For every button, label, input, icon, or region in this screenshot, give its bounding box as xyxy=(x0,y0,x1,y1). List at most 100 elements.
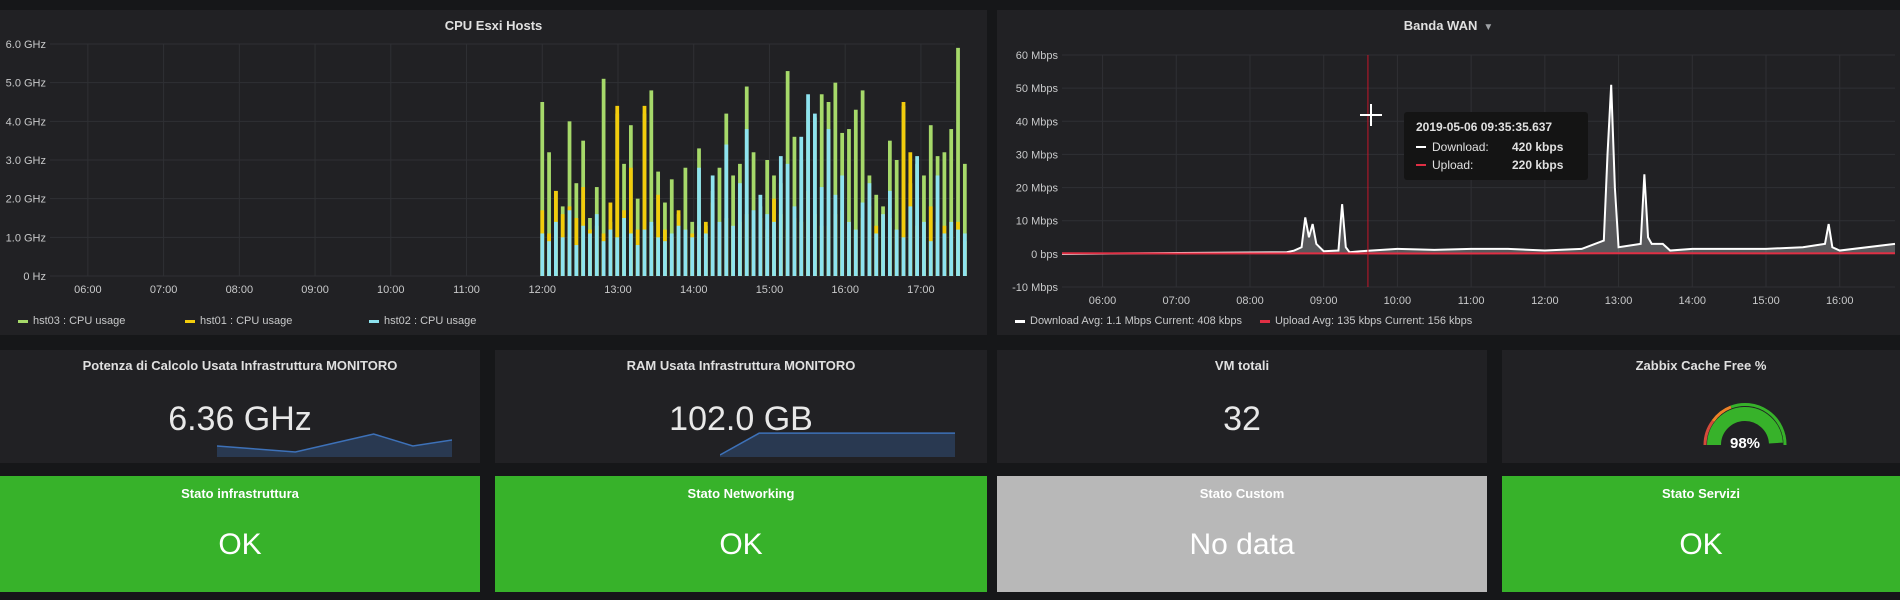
caret-down-icon[interactable]: ▼ xyxy=(1483,22,1494,33)
sparkline-line xyxy=(217,433,452,453)
x-tick-label: 15:00 xyxy=(756,284,784,296)
x-tick-label: 14:00 xyxy=(680,284,708,296)
legend-label: hst02 : CPU usage xyxy=(384,315,477,327)
bar-hst02 xyxy=(942,233,947,276)
bar-hst02 xyxy=(874,233,879,276)
y-tick-label: 4.0 GHz xyxy=(6,116,46,128)
sparkline-ram xyxy=(720,432,955,457)
legend-label: hst03 : CPU usage xyxy=(33,315,126,327)
bar-hst02 xyxy=(772,221,776,276)
bar-hst02 xyxy=(663,241,667,276)
y-tick-label: 50 Mbps xyxy=(1016,83,1059,95)
bar-hst02 xyxy=(615,237,620,276)
y-tick-label: 60 Mbps xyxy=(1016,50,1059,62)
gauge-threshold-arc-orange xyxy=(1711,405,1732,422)
bar-hst02 xyxy=(547,241,551,276)
bar-hst02 xyxy=(860,202,865,276)
y-tick-label: 40 Mbps xyxy=(1016,116,1059,128)
tooltip-value: 420 kbps xyxy=(1512,140,1564,154)
bar-hst03 xyxy=(853,109,858,276)
stat-title[interactable]: VM totali xyxy=(1214,358,1270,373)
stat-panel-zabbix-cache: Zabbix Cache Free % 98% xyxy=(1502,350,1900,463)
bar-hst02 xyxy=(881,214,885,276)
y-tick-label: -10 Mbps xyxy=(1012,282,1058,294)
legend-item-upload[interactable]: Upload Avg: 135 kbps Current: 156 kbps xyxy=(1259,315,1473,327)
bar-hst02 xyxy=(594,214,599,276)
x-tick-label: 09:00 xyxy=(1310,295,1338,307)
gauge-value: 98% xyxy=(1730,435,1760,452)
wan-chart[interactable]: -10 Mbps 0 bps 10 Mbps 20 Mbps 30 Mbps 40 Mbp… xyxy=(997,32,1900,322)
bar-hst02 xyxy=(901,237,906,276)
bar-hst02 xyxy=(656,237,661,276)
y-tick-label: 30 Mbps xyxy=(1016,149,1059,161)
bar-hst02 xyxy=(962,233,967,276)
status-panel-custom[interactable]: Stato Custom No data xyxy=(997,476,1487,592)
status-panel-infrastruttura[interactable]: Stato infrastruttura OK xyxy=(0,476,480,592)
status-panel-networking[interactable]: Stato Networking OK xyxy=(495,476,987,592)
cpu-chart[interactable]: 0 Hz 1.0 GHz 2.0 GHz 3.0 GHz 4.0 GHz 5.0 GHz 6… xyxy=(0,32,987,322)
legend-item-download[interactable]: Download Avg: 1.1 Mbps Current: 408 kbps xyxy=(1015,315,1242,327)
bar-hst03 xyxy=(547,152,551,276)
y-tick-label: 0 Hz xyxy=(23,271,46,283)
status-title: Stato Networking xyxy=(687,486,795,501)
bar-hst02 xyxy=(560,237,565,276)
x-tick-label: 06:00 xyxy=(74,284,102,296)
bar-hst02 xyxy=(935,175,940,276)
status-panel-servizi[interactable]: Stato Servizi OK xyxy=(1502,476,1900,592)
x-tick-label: 11:00 xyxy=(1458,295,1485,307)
x-tick-label: 17:00 xyxy=(907,284,935,296)
legend-item-hst03[interactable]: hst03 : CPU usage xyxy=(18,315,185,327)
x-tick-label: 10:00 xyxy=(377,284,405,296)
x-tick-label: 07:00 xyxy=(150,284,178,296)
cpu-legend: hst03 : CPU usage hst01 : CPU usage hst0… xyxy=(18,315,476,327)
bar-hst02 xyxy=(819,187,824,276)
legend-item-hst02[interactable]: hst02 : CPU usage xyxy=(369,315,476,327)
bar-hst03 xyxy=(833,82,838,276)
y-tick-label: 10 Mbps xyxy=(1016,216,1059,228)
x-tick-label: 16:00 xyxy=(1826,295,1854,307)
legend-swatch-hst01 xyxy=(185,319,195,323)
wan-panel-title[interactable]: Banda WAN ▼ xyxy=(997,18,1900,33)
status-title: Stato infrastruttura xyxy=(181,486,299,501)
stat-value: 32 xyxy=(1223,400,1261,438)
y-tick-label: 0 bps xyxy=(1031,249,1058,261)
bar-hst03 xyxy=(949,129,954,276)
bar-hst02 xyxy=(676,225,681,276)
gauge-value-arc xyxy=(1707,407,1783,446)
stat-title[interactable]: Zabbix Cache Free % xyxy=(1635,358,1767,373)
legend-label: Download Avg: 1.1 Mbps Current: 408 kbps xyxy=(1030,315,1242,327)
y-tick-label: 5.0 GHz xyxy=(6,78,46,90)
stat-title[interactable]: RAM Usata Infrastruttura MONITORO xyxy=(626,358,856,373)
bar-hst02 xyxy=(785,163,790,276)
cpu-panel-title[interactable]: CPU Esxi Hosts xyxy=(444,18,543,33)
bar-hst01 xyxy=(628,167,633,276)
x-tick-label: 13:00 xyxy=(604,284,632,296)
tooltip-value: 220 kbps xyxy=(1512,158,1564,172)
sparkline-line xyxy=(720,432,955,456)
tooltip-time: 2019-05-06 09:35:35.637 xyxy=(1416,120,1553,134)
bar-hst02 xyxy=(697,167,701,276)
sparkline-cpu-power xyxy=(217,433,452,457)
wan-panel: Banda WAN ▼ -10 Mbps 0 bps 10 Mbps 20 Mbps 30… xyxy=(997,10,1900,335)
bar-hst03 xyxy=(649,90,654,277)
bar-hst02 xyxy=(628,233,633,276)
x-tick-label: 15:00 xyxy=(1752,295,1780,307)
legend-item-hst01[interactable]: hst01 : CPU usage xyxy=(185,315,369,327)
wan-title-text: Banda WAN xyxy=(1403,18,1478,33)
x-tick-label: 11:00 xyxy=(453,284,480,296)
bar-hst03 xyxy=(567,121,572,276)
stat-title[interactable]: Potenza di Calcolo Usata Infrastruttura … xyxy=(82,358,398,373)
x-tick-label: 13:00 xyxy=(1605,295,1633,307)
legend-swatch-hst03 xyxy=(18,319,28,323)
bar-hst01 xyxy=(642,105,647,276)
bar-hst02 xyxy=(847,221,851,276)
x-tick-label: 12:00 xyxy=(528,284,556,296)
y-tick-label: 20 Mbps xyxy=(1016,183,1059,195)
tooltip-label: Upload: xyxy=(1432,158,1474,172)
gauge: 98% xyxy=(1703,402,1787,452)
legend-label: Upload Avg: 135 kbps Current: 156 kbps xyxy=(1274,315,1473,327)
legend-label: hst01 : CPU usage xyxy=(200,315,293,327)
bar-hst03 xyxy=(894,160,899,276)
bar-hst02 xyxy=(908,206,913,276)
status-value: OK xyxy=(719,528,763,561)
